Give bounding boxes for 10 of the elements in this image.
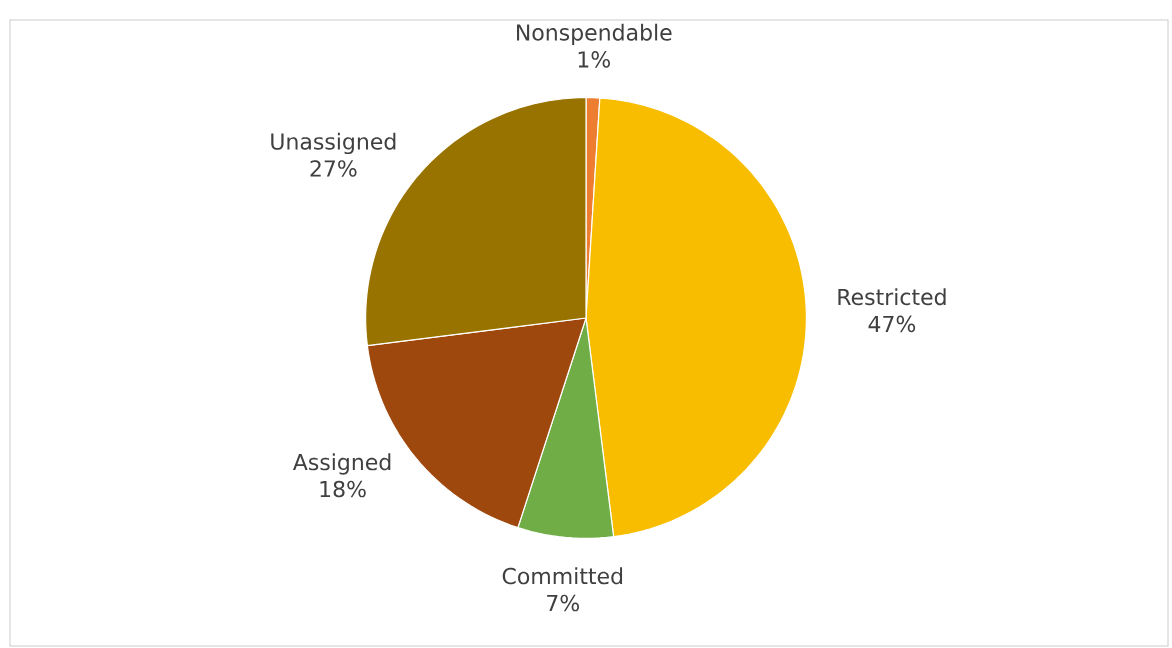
data-label: 18% bbox=[320, 480, 366, 498]
data-label: 27% bbox=[310, 160, 357, 177]
slice-label: Unassigned bbox=[271, 132, 396, 155]
slice-label: Assigned bbox=[292, 453, 391, 475]
data-label: 7% bbox=[547, 594, 580, 612]
data-label: 47% bbox=[868, 315, 916, 333]
slice-label: Restricted bbox=[838, 288, 946, 306]
data-label: 1% bbox=[578, 51, 610, 68]
slice-label: Nonspendable bbox=[517, 23, 672, 45]
slice-label: Committed bbox=[502, 567, 623, 585]
